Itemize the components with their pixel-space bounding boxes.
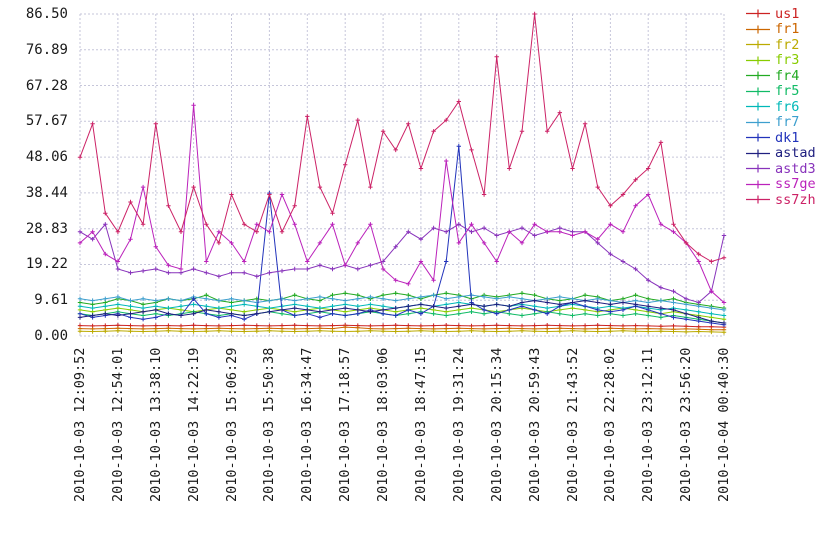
series-markers-ss7ge bbox=[77, 103, 727, 305]
legend: us1 fr1 fr2 fr3 fr4 fr5 fr6 fr7 dk1 astad astd3 ss7… bbox=[746, 6, 816, 208]
legend-marker-icon bbox=[746, 133, 770, 142]
legend-label: us1 bbox=[775, 5, 800, 22]
legend-label: fr3 bbox=[775, 52, 800, 69]
series-line-astad bbox=[79, 300, 725, 324]
y-axis-tick-label: 9.61 bbox=[34, 292, 68, 309]
x-axis-tick-label: 2010-10-03 18:03:06 bbox=[375, 347, 392, 502]
series-line-dk1 bbox=[79, 146, 725, 326]
x-axis-tick-label: 2010-10-04 00:40:30 bbox=[716, 347, 732, 502]
x-axis-tick-label: 2010-10-03 20:59:43 bbox=[526, 347, 543, 502]
legend-label: fr7 bbox=[775, 114, 800, 131]
legend-item-ss7ge: ss7ge bbox=[746, 177, 816, 193]
series-markers-astad bbox=[77, 298, 727, 326]
legend-marker-icon bbox=[746, 164, 770, 173]
x-axis-tick-label: 2010-10-03 14:22:19 bbox=[185, 347, 202, 502]
legend-item-fr7: fr7 bbox=[746, 115, 816, 131]
x-axis-tick-label: 2010-10-03 12:54:01 bbox=[109, 347, 126, 502]
legend-label: ss7ge bbox=[775, 176, 816, 193]
series-line-fr4 bbox=[79, 292, 725, 309]
x-axis-tick-label: 2010-10-03 13:38:10 bbox=[147, 347, 164, 502]
series-line-ss7ge bbox=[79, 105, 725, 303]
legend-marker-icon bbox=[746, 118, 770, 127]
x-axis-tick-label: 2010-10-03 15:06:29 bbox=[223, 347, 240, 502]
legend-item-fr5: fr5 bbox=[746, 84, 816, 100]
x-axis-tick-label: 2010-10-03 16:34:47 bbox=[299, 347, 316, 502]
legend-label: fr4 bbox=[775, 67, 800, 84]
series-markers-astd3 bbox=[77, 222, 727, 305]
x-axis-tick-label: 2010-10-03 23:12:11 bbox=[640, 347, 657, 502]
legend-marker-icon bbox=[746, 40, 770, 49]
legend-marker-icon bbox=[746, 180, 770, 189]
y-axis-tick-label: 57.67 bbox=[25, 113, 68, 130]
x-axis-tick-label: 2010-10-03 23:56:20 bbox=[678, 347, 695, 502]
x-axis-tick-label: 2010-10-03 15:50:38 bbox=[261, 347, 278, 502]
legend-label: dk1 bbox=[775, 129, 800, 146]
series-markers-fr2 bbox=[77, 328, 727, 335]
legend-item-fr4: fr4 bbox=[746, 68, 816, 84]
legend-item-ss7zh: ss7zh bbox=[746, 192, 816, 208]
series-line-fr7 bbox=[79, 294, 725, 311]
legend-marker-icon bbox=[746, 102, 770, 111]
x-axis-tick-label: 2010-10-03 22:28:02 bbox=[602, 347, 619, 502]
y-axis-tick-label: 38.44 bbox=[25, 184, 68, 201]
y-axis-tick-label: 19.22 bbox=[25, 256, 68, 273]
legend-item-fr3: fr3 bbox=[746, 53, 816, 69]
legend-marker-icon bbox=[746, 25, 770, 34]
y-axis-tick-label: 76.89 bbox=[25, 41, 68, 58]
series-markers-ss7zh bbox=[77, 11, 727, 264]
legend-marker-icon bbox=[746, 195, 770, 204]
legend-label: fr1 bbox=[775, 21, 800, 38]
series-markers-us1 bbox=[77, 323, 727, 330]
y-axis-tick-label: 0.00 bbox=[34, 328, 68, 344]
x-axis-tick-label: 2010-10-03 19:31:24 bbox=[450, 347, 467, 502]
legend-item-astad: astad bbox=[746, 146, 816, 162]
series-line-fr3 bbox=[79, 307, 725, 320]
y-axis-tick-label: 28.83 bbox=[25, 220, 68, 237]
legend-marker-icon bbox=[746, 56, 770, 65]
series-line-fr2 bbox=[79, 330, 725, 333]
legend-item-fr1: fr1 bbox=[746, 22, 816, 38]
series-line-fr5 bbox=[79, 311, 725, 324]
legend-label: astad bbox=[775, 145, 816, 162]
series-line-ss7zh bbox=[79, 13, 725, 263]
x-axis-tick-label: 2010-10-03 18:47:15 bbox=[412, 347, 429, 502]
legend-marker-icon bbox=[746, 71, 770, 80]
y-axis-tick-label: 86.50 bbox=[25, 6, 68, 22]
legend-marker-icon bbox=[746, 9, 770, 18]
legend-item-fr2: fr2 bbox=[746, 37, 816, 53]
y-axis-tick-label: 48.06 bbox=[25, 149, 68, 166]
legend-label: fr6 bbox=[775, 98, 800, 115]
x-axis-tick-label: 2010-10-03 20:15:34 bbox=[488, 347, 505, 502]
x-axis-tick-label: 2010-10-03 12:09:52 bbox=[72, 347, 88, 502]
legend-item-fr6: fr6 bbox=[746, 99, 816, 115]
y-axis-tick-label: 67.28 bbox=[25, 77, 68, 94]
legend-item-us1: us1 bbox=[746, 6, 816, 22]
series-line-us1 bbox=[79, 324, 725, 328]
legend-label: fr2 bbox=[775, 36, 800, 53]
x-axis-tick-label: 2010-10-03 17:18:57 bbox=[337, 347, 354, 502]
series-line-fr1 bbox=[79, 326, 724, 331]
legend-marker-icon bbox=[746, 149, 770, 158]
legend-item-astd3: astd3 bbox=[746, 161, 816, 177]
series-markers-fr5 bbox=[77, 309, 727, 326]
legend-marker-icon bbox=[746, 87, 770, 96]
legend-label: ss7zh bbox=[775, 191, 816, 208]
legend-item-dk1: dk1 bbox=[746, 130, 816, 146]
legend-label: fr5 bbox=[775, 83, 800, 100]
legend-label: astd3 bbox=[775, 160, 816, 177]
x-axis-tick-label: 2010-10-03 21:43:52 bbox=[564, 347, 581, 502]
grid bbox=[79, 13, 725, 337]
series-line-astd3 bbox=[79, 223, 725, 304]
